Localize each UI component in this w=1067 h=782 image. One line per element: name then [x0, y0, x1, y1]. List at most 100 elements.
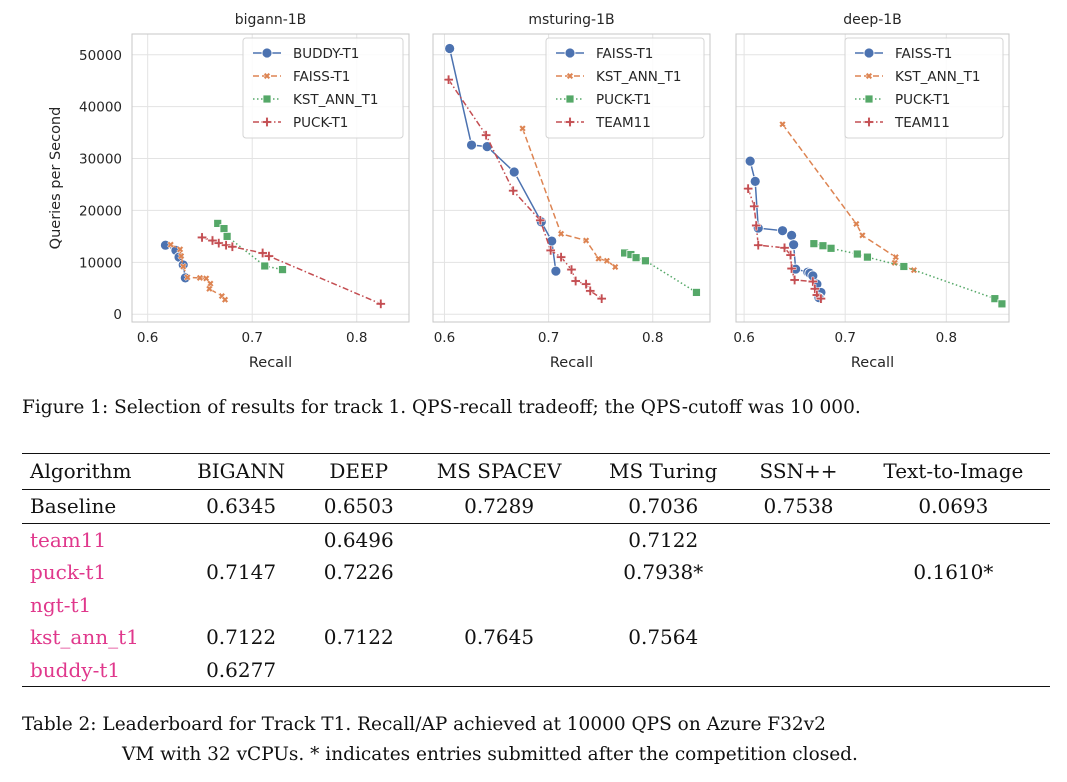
cell-ms-spacev	[411, 653, 587, 687]
data-point	[692, 288, 701, 297]
data-point	[183, 273, 192, 282]
cell-ms-turing: 0.7564	[628, 625, 699, 650]
cell-ms-spacev: 0.7289	[411, 489, 587, 524]
data-point	[892, 253, 900, 261]
legend-marker	[565, 117, 575, 127]
data-point	[444, 43, 456, 54]
data-point	[177, 252, 185, 260]
table-row: puck-t1 0.7147 0.7226 0.7938* 0.1610*	[22, 556, 1050, 589]
legend-box	[844, 37, 1004, 139]
header-text-to-image: Text-to-Image	[856, 453, 1050, 490]
data-point	[443, 74, 454, 85]
data-point	[852, 249, 862, 259]
header-ms-spacev: MS SPACEV	[411, 453, 587, 490]
y-tick-label: 0	[113, 307, 122, 323]
cell-deep: 0.7122	[323, 625, 394, 650]
data-point	[777, 225, 788, 237]
data-point	[786, 229, 798, 241]
y-tick-label: 20000	[79, 203, 122, 219]
figure-1-charts: bigann-1B 0.6 0.7 0.8 0 10000 20000 30000 40000 5…	[48, 12, 1010, 371]
data-point	[278, 265, 287, 274]
plot-area	[443, 43, 701, 304]
table-header-row: Algorithm BIGANN DEEP MS SPACEV MS Turin…	[22, 453, 1050, 490]
cell-ssn	[740, 589, 857, 622]
plot-frame	[432, 33, 711, 323]
data-point	[581, 279, 591, 289]
legend-marker	[564, 47, 576, 59]
data-point	[481, 130, 491, 141]
cell-text-to-image: 0.1610*	[913, 560, 994, 585]
series-PUCK-T1	[809, 239, 1007, 309]
cell-bigann	[177, 523, 306, 556]
y-tick-label: 30000	[79, 152, 122, 168]
header-deep: DEEP	[305, 453, 412, 490]
header-bigann: BIGANN	[176, 453, 306, 490]
legend-marker	[863, 47, 875, 59]
data-point	[594, 255, 603, 263]
legend-marker	[262, 117, 272, 127]
data-point	[603, 257, 611, 265]
legend-item-KST_ANN_T1: KST_ANN_T1	[855, 69, 980, 85]
x-axis-label: Recall	[249, 355, 292, 371]
cell-ms-turing: 0.7036	[586, 489, 741, 524]
x-tick-label: 0.6	[733, 330, 754, 346]
data-point	[997, 299, 1007, 309]
cell-ssn	[740, 653, 857, 687]
cell-text-to-image	[856, 653, 1050, 687]
legend-marker	[864, 94, 874, 104]
data-point	[585, 286, 596, 296]
cell-ms-spacev	[412, 523, 586, 556]
cell-bigann	[177, 589, 306, 622]
x-tick-label: 0.8	[936, 330, 957, 346]
legend-marker	[864, 117, 874, 127]
cell-text-to-image	[857, 589, 1050, 622]
data-point	[206, 279, 215, 288]
chart-title: deep-1B	[843, 12, 902, 28]
cell-ms-spacev	[412, 589, 586, 622]
legend-label: PUCK-T1	[596, 92, 651, 108]
plot-area	[160, 219, 386, 309]
data-point	[778, 120, 787, 128]
plot-area	[743, 120, 1007, 309]
cell-ssn	[740, 621, 857, 654]
data-point	[751, 220, 762, 231]
cell-ms-spacev	[412, 556, 586, 589]
cell-bigann: 0.7122	[206, 625, 277, 650]
data-point	[197, 232, 207, 243]
data-point	[222, 231, 232, 241]
cell-algorithm: kst_ann_t1	[30, 625, 139, 650]
legend-item-FAISS-T1: FAISS-T1	[253, 69, 350, 85]
legend-label: TEAM11	[894, 115, 950, 131]
data-point	[213, 219, 223, 228]
series-FAISS-T1	[444, 43, 562, 277]
data-point	[257, 248, 268, 258]
cell-deep: 0.6496	[323, 527, 394, 552]
data-point	[582, 236, 590, 245]
cell-ssn	[740, 556, 857, 589]
header-ms-turing: MS Turing	[586, 453, 741, 490]
series-KST_ANN_T1	[518, 124, 619, 271]
legend-item-TEAM11: TEAM11	[855, 115, 950, 131]
chart-panel-deep-1B: deep-1B 0.6 0.7 0.8 Recall FAISS-T1 KST_ANN_T1…	[733, 12, 1010, 371]
series-line	[448, 48, 557, 272]
data-point	[557, 230, 565, 238]
data-point	[202, 274, 210, 283]
legend-item-FAISS-T1: FAISS-T1	[855, 46, 952, 62]
table-row: ngt-t1	[22, 589, 1050, 622]
data-point	[260, 261, 270, 271]
x-tick-label: 0.8	[642, 330, 663, 346]
legend-label: KST_ANN_T1	[895, 69, 980, 85]
data-point	[749, 201, 760, 212]
x-axis-label: Recall	[550, 355, 593, 371]
leaderboard-table: Algorithm BIGANN DEEP MS SPACEV MS Turin…	[22, 453, 1050, 687]
cell-ms-turing	[586, 589, 740, 622]
legend-item-PUCK-T1: PUCK-T1	[253, 115, 348, 131]
data-point	[167, 241, 175, 249]
legend-item-PUCK-T1: PUCK-T1	[855, 92, 950, 108]
data-point	[508, 166, 520, 178]
data-point	[743, 183, 753, 194]
data-point	[550, 265, 562, 277]
cell-bigann: 0.6277	[176, 653, 306, 687]
y-tick-label: 50000	[79, 48, 122, 64]
chart-title: msturing-1B	[528, 12, 614, 28]
